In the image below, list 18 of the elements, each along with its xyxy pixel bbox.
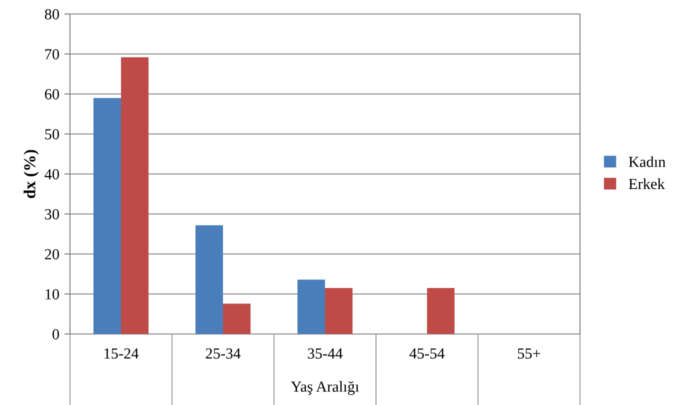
x-tick-label: 35-44 xyxy=(308,348,343,359)
y-tick-label: 60 xyxy=(44,89,59,100)
y-tick-label: 70 xyxy=(45,49,59,60)
x-tick-label: 15-24 xyxy=(104,348,139,359)
legend-label: Kadın xyxy=(628,156,666,168)
x-axis-title: Yaş Aralığı xyxy=(290,381,359,395)
y-tick-label: 40 xyxy=(44,169,59,180)
y-tick-label: 80 xyxy=(44,9,59,20)
y-tick-label: 20 xyxy=(44,249,59,260)
y-tick-label: 30 xyxy=(45,209,59,220)
x-tick-label: 55+ xyxy=(518,348,540,359)
x-tick-label: 45-54 xyxy=(409,348,445,359)
y-tick-label: 50 xyxy=(45,129,59,140)
y-tick-label: 0 xyxy=(52,329,59,340)
y-tick-label: 10 xyxy=(46,289,59,300)
y-axis-title: dx (%) xyxy=(24,150,39,198)
legend-label: Erkek xyxy=(628,178,665,190)
x-tick-label: 25-34 xyxy=(206,348,241,359)
